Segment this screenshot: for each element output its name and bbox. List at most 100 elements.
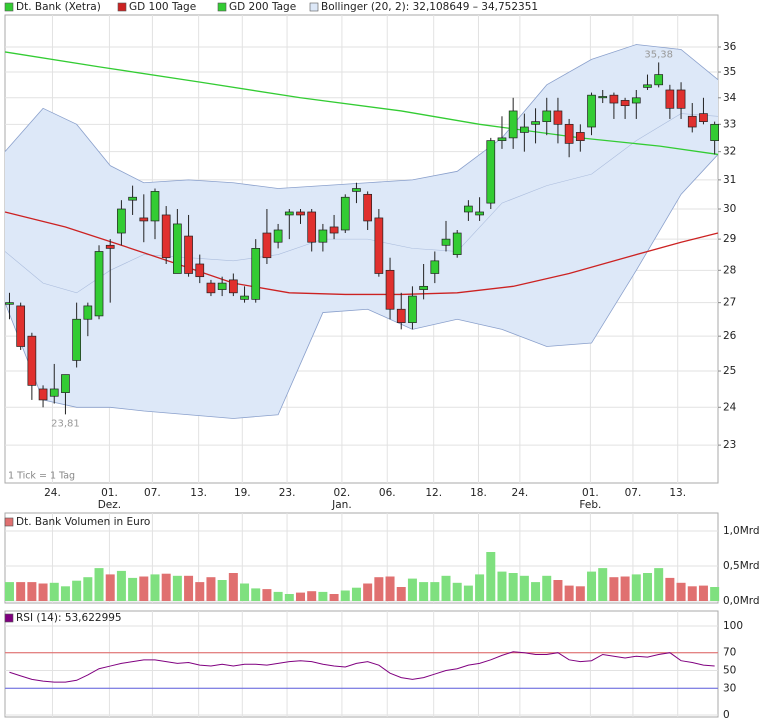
- volume-bar: [307, 591, 317, 601]
- candle-body: [173, 223, 182, 274]
- candle-body: [329, 226, 339, 234]
- x-tick-label: 06.: [379, 487, 396, 499]
- x-tick-label: 01.: [582, 487, 599, 499]
- legend-label: GD 100 Tage: [129, 1, 196, 13]
- volume-bar: [329, 594, 339, 601]
- moving-average-line: [4, 51, 719, 156]
- volume-bar: [419, 582, 429, 601]
- candle-body: [699, 113, 708, 122]
- legend-swatch: [4, 2, 14, 12]
- candle-body: [441, 238, 451, 246]
- candle-body: [609, 94, 619, 104]
- candle-body: [251, 248, 261, 300]
- candle-body: [27, 335, 37, 386]
- moving-average-line: [4, 211, 719, 296]
- candle-body: [620, 100, 630, 107]
- x-tick-label: 24.: [44, 487, 61, 499]
- annotation-label: 23,81: [51, 418, 80, 429]
- legend-swatch: [309, 2, 319, 12]
- candle-body: [631, 97, 641, 104]
- volume-bar: [519, 575, 529, 601]
- volume-bar: [351, 587, 361, 601]
- y-tick-label: 23: [723, 439, 736, 451]
- candle-body: [262, 232, 272, 259]
- legend-swatch: [4, 613, 14, 623]
- volume-bar: [575, 586, 585, 601]
- band-upper: [4, 44, 719, 189]
- panel-frame: [4, 610, 719, 718]
- candle-body: [385, 269, 395, 310]
- candle-body: [206, 282, 216, 294]
- x-tick-label: 23.: [279, 487, 296, 499]
- volume-bar: [16, 582, 26, 601]
- x-tick-label: 07.: [625, 487, 642, 499]
- y-tick-label: 28: [723, 264, 736, 276]
- volume-bar: [94, 568, 104, 601]
- candle-body: [240, 295, 249, 300]
- candle-body: [83, 305, 93, 320]
- candle-body: [16, 305, 26, 347]
- candle-body: [184, 235, 193, 274]
- candle-body: [676, 89, 686, 109]
- volume-bar: [687, 586, 697, 601]
- band-lower: [4, 154, 719, 419]
- volume-bar: [642, 573, 652, 601]
- volume-bar: [497, 571, 507, 601]
- volume-bar: [228, 573, 238, 601]
- candle-body: [128, 196, 137, 201]
- x-tick-label: 13.: [190, 487, 207, 499]
- volume-bar: [206, 577, 216, 601]
- volume-bar: [430, 582, 440, 601]
- volume-bar: [72, 580, 82, 601]
- volume-bar: [273, 591, 283, 601]
- y-tick-label: 27: [723, 297, 736, 309]
- volume-bar: [564, 585, 574, 601]
- candle-body: [542, 110, 552, 122]
- candle-body: [139, 217, 149, 222]
- legend-label: Dt. Bank Volumen in Euro: [16, 516, 150, 528]
- volume-bar: [318, 591, 328, 601]
- legend-label: GD 200 Tage: [229, 1, 296, 13]
- volume-bar: [363, 583, 373, 601]
- candle-body: [564, 123, 574, 144]
- volume-bar: [665, 577, 675, 601]
- y-tick-label: 36: [723, 41, 737, 53]
- x-tick-label: 24.: [512, 487, 529, 499]
- volume-bar: [475, 574, 485, 601]
- candle-body: [340, 196, 350, 231]
- candle-body: [587, 94, 596, 128]
- volume-bar: [60, 586, 70, 601]
- y-tick-label: 70: [723, 647, 736, 659]
- volume-bar: [262, 589, 272, 601]
- candle-body: [486, 140, 496, 204]
- candle-body: [508, 110, 518, 139]
- volume-bar: [4, 582, 14, 601]
- candle-body: [352, 188, 361, 192]
- candle-body: [464, 205, 473, 213]
- candle-body: [419, 285, 428, 290]
- candle-body: [452, 232, 462, 255]
- y-tick-label: 33: [723, 118, 736, 130]
- candle-body: [307, 211, 317, 243]
- candle-body: [531, 121, 540, 125]
- x-tick-label: 13.: [669, 487, 686, 499]
- candle-body: [150, 191, 160, 222]
- y-tick-label: 29: [723, 233, 736, 245]
- volume-bar: [240, 583, 250, 601]
- legend-swatch: [4, 517, 14, 527]
- volume-bar: [396, 587, 406, 601]
- candle-body: [553, 110, 563, 125]
- candle-body: [94, 251, 104, 317]
- volume-bar: [251, 588, 261, 601]
- volume-bar: [553, 580, 563, 601]
- y-tick-label: 26: [723, 330, 737, 342]
- volume-bar: [385, 576, 395, 601]
- y-tick-label: 50: [723, 665, 736, 677]
- y-tick-label: 30: [723, 203, 736, 215]
- x-tick-label: 07.: [144, 487, 161, 499]
- band-area: [5, 44, 718, 419]
- candle-body: [161, 214, 171, 259]
- candle-body: [72, 318, 81, 361]
- volume-bar: [340, 590, 350, 601]
